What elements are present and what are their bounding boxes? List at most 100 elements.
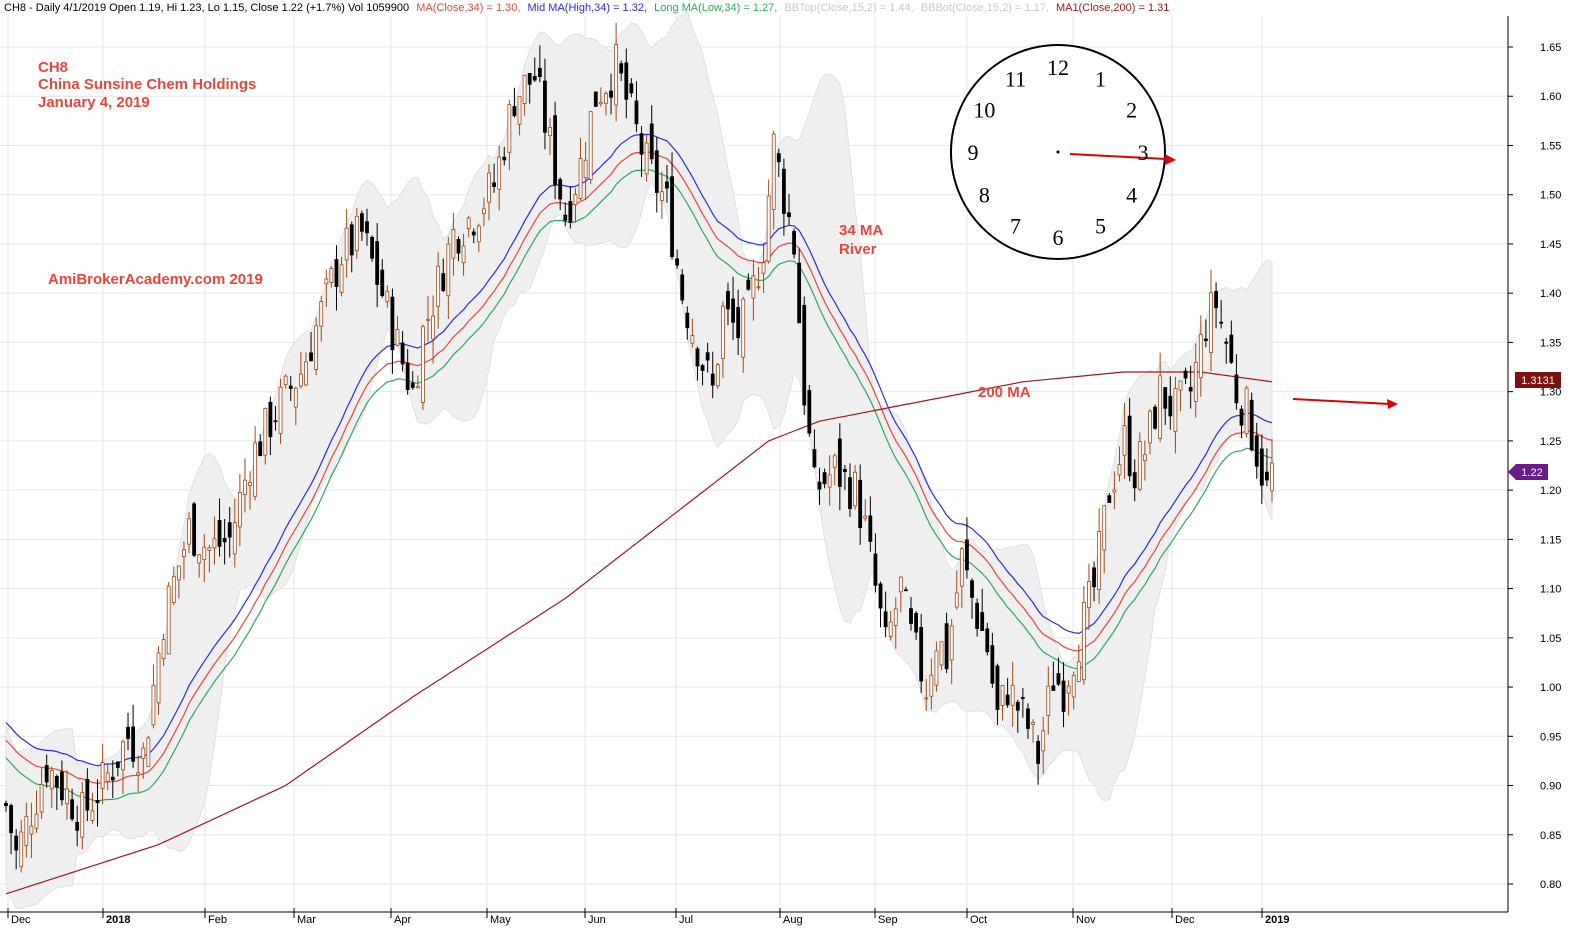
y-tick-label: 1.10	[1540, 584, 1561, 596]
candle-body	[507, 104, 512, 153]
price-tag-ma200: 1.3131	[1515, 372, 1561, 388]
candle	[482, 197, 486, 227]
candle	[1076, 644, 1081, 683]
candle-body	[736, 307, 741, 339]
candle-body	[776, 153, 781, 163]
candle	[1270, 438, 1274, 503]
candle	[192, 501, 197, 557]
candle	[217, 498, 222, 557]
candle	[512, 87, 517, 118]
candle-body	[726, 291, 730, 310]
candle	[1183, 367, 1188, 385]
candle-body	[904, 589, 908, 592]
candle	[558, 177, 563, 211]
candle-body	[888, 621, 893, 637]
ma200-line	[5, 371, 1273, 895]
candle	[731, 276, 735, 341]
candle	[4, 800, 8, 812]
candle-body	[24, 816, 29, 846]
candle	[771, 130, 776, 230]
clock-number: 4	[1126, 183, 1137, 208]
bollinger-band	[5, 11, 1273, 910]
candle	[1188, 365, 1193, 409]
candle-body	[1117, 464, 1122, 476]
y-tick-label: 0.80	[1540, 879, 1561, 891]
clock-number: 11	[1005, 66, 1026, 91]
y-tick-label: 0.90	[1540, 781, 1561, 793]
candle	[761, 242, 766, 293]
candle-body	[253, 442, 258, 497]
y-tick-label: 1.45	[1540, 239, 1561, 251]
candle	[1249, 392, 1254, 452]
candle-body	[959, 548, 964, 587]
candle-body	[1153, 406, 1157, 429]
candle	[314, 317, 319, 376]
candle-body	[14, 835, 19, 851]
candle-body	[659, 191, 664, 201]
candle-body	[390, 296, 395, 351]
candle-body	[1097, 531, 1102, 591]
candle-body	[151, 684, 156, 726]
candle	[456, 236, 461, 262]
candle	[182, 541, 186, 580]
candle	[873, 533, 878, 593]
candle	[690, 318, 695, 348]
candle	[14, 829, 19, 870]
candle-body	[629, 83, 634, 94]
candle	[548, 117, 552, 156]
candle	[487, 164, 491, 221]
candle-body	[19, 831, 24, 868]
candle	[1041, 716, 1046, 774]
candle	[1239, 405, 1244, 439]
candle-body	[822, 472, 827, 485]
x-tick-label: Sep	[878, 914, 898, 926]
candle-body	[309, 352, 313, 362]
candle-body	[65, 788, 69, 805]
candle-body	[1076, 661, 1081, 683]
candle-body	[893, 608, 898, 626]
candle-body	[1061, 680, 1066, 712]
clock-number: 9	[968, 140, 979, 165]
candle-body	[222, 537, 227, 543]
right-arrow-icon	[1292, 398, 1398, 409]
candle	[522, 74, 527, 116]
candle	[629, 78, 634, 98]
candle-body	[593, 91, 598, 107]
candle-body	[105, 772, 110, 782]
candle-body	[665, 181, 669, 189]
candle-body	[1224, 341, 1229, 344]
candle	[421, 324, 425, 411]
candle-body	[863, 515, 868, 519]
candle-body	[1158, 375, 1163, 439]
clock-hand-arrow-icon	[1069, 153, 1176, 165]
candle	[34, 790, 39, 833]
candle-body	[848, 477, 852, 509]
candle	[95, 779, 100, 827]
candle	[400, 331, 405, 372]
candle	[593, 91, 598, 107]
candle-body	[843, 469, 847, 472]
candle-body	[1066, 685, 1071, 694]
candle-body	[792, 231, 796, 255]
candle-body	[217, 519, 222, 547]
candle	[197, 554, 202, 578]
candle-body	[141, 747, 146, 759]
x-tick-label: Mar	[297, 914, 316, 926]
y-tick-label: 1.30	[1540, 387, 1561, 399]
candle-body	[146, 737, 151, 767]
candle-body	[1254, 435, 1259, 467]
candle	[141, 742, 146, 779]
candle	[161, 633, 166, 666]
candle	[476, 223, 481, 252]
candle	[919, 613, 924, 694]
candle	[227, 506, 232, 558]
candle-body	[370, 236, 374, 259]
candle-body	[929, 674, 934, 697]
clock-number: 12	[1047, 55, 1069, 80]
candle-body	[802, 304, 807, 406]
clock-number: 7	[1010, 214, 1021, 239]
y-tick-label: 1.20	[1540, 485, 1561, 497]
candle	[863, 499, 868, 522]
candle-body	[1102, 505, 1107, 551]
candle-body	[649, 123, 654, 160]
